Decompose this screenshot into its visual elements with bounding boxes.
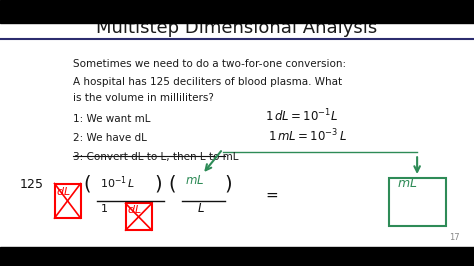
Text: Sometimes we need to do a two-for-one conversion:: Sometimes we need to do a two-for-one co… xyxy=(73,59,346,69)
Bar xyxy=(55,184,81,218)
Bar xyxy=(126,203,152,230)
Bar xyxy=(0,247,474,266)
Bar xyxy=(389,178,446,226)
Text: A hospital has 125 deciliters of blood plasma. What: A hospital has 125 deciliters of blood p… xyxy=(73,77,343,87)
Text: $)$: $)$ xyxy=(224,173,232,194)
Text: $mL$: $mL$ xyxy=(397,177,418,190)
Text: $1$: $1$ xyxy=(100,202,108,214)
Text: $mL$: $mL$ xyxy=(185,174,204,187)
Text: $dL$: $dL$ xyxy=(127,203,142,215)
Text: $dL$: $dL$ xyxy=(56,185,71,197)
Text: $125$: $125$ xyxy=(19,178,44,191)
Text: $($: $($ xyxy=(83,173,91,194)
Text: $)$: $)$ xyxy=(154,173,162,194)
Text: $=$: $=$ xyxy=(263,188,279,202)
Text: 17: 17 xyxy=(449,233,460,242)
Text: is the volume in milliliters?: is the volume in milliliters? xyxy=(73,93,214,103)
Text: $($: $($ xyxy=(168,173,176,194)
Text: Multistep Dimensional Analysis: Multistep Dimensional Analysis xyxy=(96,19,378,37)
Text: $1\,mL = 10^{-3}\,L$: $1\,mL = 10^{-3}\,L$ xyxy=(268,128,347,144)
Text: $10^{-1}\,L$: $10^{-1}\,L$ xyxy=(100,174,135,191)
Text: 2: We have dL: 2: We have dL xyxy=(73,133,147,143)
Bar xyxy=(0,0,474,23)
Text: 1: We want mL: 1: We want mL xyxy=(73,114,151,124)
Text: $L$: $L$ xyxy=(197,202,205,215)
Text: $1\,dL = 10^{-1}L$: $1\,dL = 10^{-1}L$ xyxy=(265,108,338,124)
Text: 3: Convert dL to L, then L to mL: 3: Convert dL to L, then L to mL xyxy=(73,152,239,162)
